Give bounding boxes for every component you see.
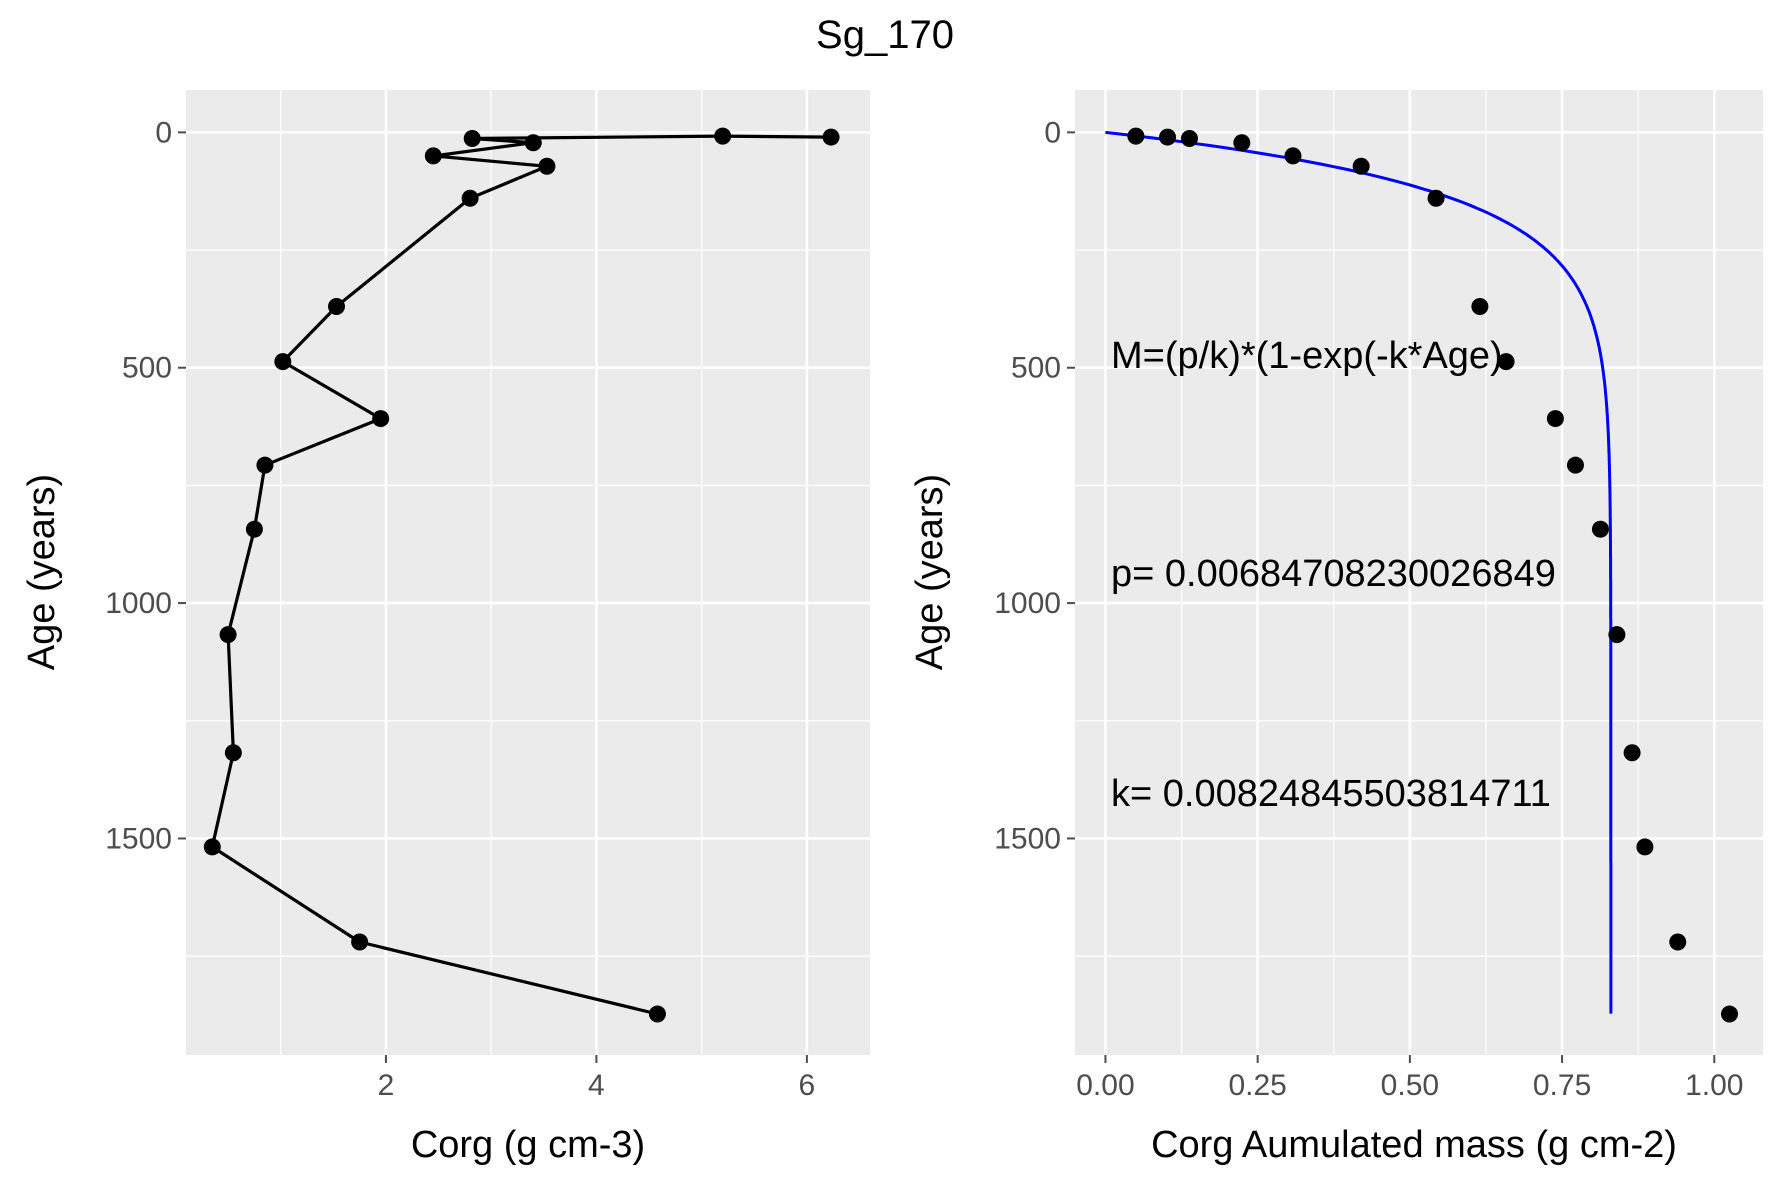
right-series <box>1127 127 1739 1023</box>
right-y-tick-label: 0 <box>1044 116 1061 149</box>
right-panel: 0.00 0.25 0.50 0.75 1.00 0 500 1000 1500 M=(p/k)… <box>909 90 1763 1166</box>
right-data-point <box>1636 838 1654 856</box>
right-y-axis-title: Age (years) <box>909 474 951 670</box>
left-y-axis-title: Age (years) <box>21 474 63 670</box>
left-x-axis-title: Corg (g cm-3) <box>411 1124 645 1166</box>
right-data-point <box>1159 128 1177 146</box>
right-data-point <box>1591 520 1609 538</box>
left-data-point <box>822 128 840 146</box>
right-y-tick-label: 1500 <box>994 822 1061 855</box>
left-data-point <box>461 189 479 207</box>
right-y-tick-label: 500 <box>1011 352 1061 385</box>
right-data-point <box>1669 933 1687 951</box>
left-data-point <box>203 838 221 856</box>
left-data-point <box>424 147 442 165</box>
right-data-point <box>1497 353 1515 371</box>
left-y-tick-label: 1000 <box>105 587 172 620</box>
right-data-point <box>1284 147 1302 165</box>
right-y-tick-label: 1000 <box>994 587 1061 620</box>
right-axis-ticks: 0.00 0.25 0.50 0.75 1.00 0 500 1000 1500 <box>994 116 1743 1102</box>
fit-equation-label: M=(p/k)*(1-exp(-k*Age) <box>1111 335 1503 377</box>
right-x-tick-label: 1.00 <box>1685 1069 1743 1102</box>
left-x-tick-label: 4 <box>588 1069 605 1102</box>
right-data-point <box>1546 410 1564 428</box>
right-x-tick-label: 0.00 <box>1076 1069 1134 1102</box>
left-data-point <box>274 353 292 371</box>
right-data-point <box>1471 298 1489 316</box>
right-fit <box>1105 130 1613 1014</box>
right-data-point <box>1233 134 1251 152</box>
left-data-point <box>224 744 242 762</box>
fit-p-label: p= 0.00684708230026849 <box>1111 553 1556 595</box>
right-grid <box>1075 90 1763 1055</box>
left-y-tick-label: 0 <box>155 116 172 149</box>
right-x-axis-title: Corg Aumulated mass (g cm-2) <box>1151 1124 1677 1166</box>
left-data-point <box>714 127 732 145</box>
right-x-tick-label: 0.50 <box>1381 1069 1439 1102</box>
left-panel: 2 4 6 0 500 1000 1500 Corg (g cm-3) Age (years… <box>21 90 870 1166</box>
right-panel-background <box>1075 90 1763 1055</box>
left-panel-background <box>186 90 870 1055</box>
left-data-point <box>245 520 263 538</box>
left-data-point <box>524 134 542 152</box>
left-axis-ticks: 2 4 6 0 500 1000 1500 <box>105 116 815 1102</box>
figure-title: Sg_170 <box>816 13 954 57</box>
right-data-point <box>1427 189 1445 207</box>
left-x-tick-label: 6 <box>799 1069 816 1102</box>
right-data-point <box>1623 744 1641 762</box>
left-data-point <box>463 129 481 147</box>
left-x-tick-label: 2 <box>378 1069 395 1102</box>
right-data-point <box>1352 157 1370 175</box>
left-y-tick-label: 1500 <box>105 822 172 855</box>
right-x-tick-label: 0.25 <box>1228 1069 1286 1102</box>
right-data-point <box>1180 129 1198 147</box>
left-data-point <box>538 157 556 175</box>
left-data-point <box>372 410 390 428</box>
left-data-point <box>256 456 274 474</box>
left-grid <box>186 90 870 1055</box>
right-data-point <box>1566 456 1584 474</box>
left-y-tick-label: 500 <box>122 352 172 385</box>
left-data-point <box>648 1005 666 1023</box>
right-x-tick-label: 0.75 <box>1533 1069 1591 1102</box>
right-data-point <box>1721 1005 1739 1023</box>
left-data-point <box>327 298 345 316</box>
fit-k-label: k= 0.00824845503814711 <box>1111 773 1551 815</box>
left-data-point <box>219 626 237 644</box>
left-data-point <box>351 933 369 951</box>
fit-curve <box>1105 130 1613 1014</box>
left-series <box>203 127 840 1023</box>
right-data-point <box>1127 127 1145 145</box>
right-data-point <box>1608 626 1626 644</box>
